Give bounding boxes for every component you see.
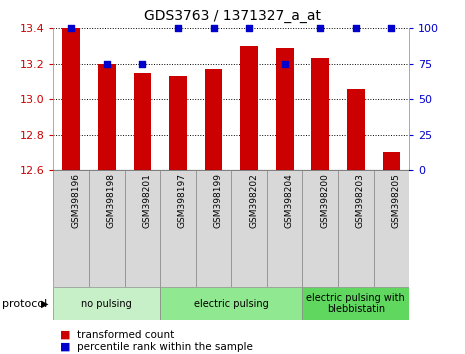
Bar [89,170,125,287]
Bar [53,170,89,287]
Text: ■: ■ [60,342,71,352]
Text: protocol: protocol [2,298,47,309]
Bar [133,73,151,354]
Bar [383,152,400,354]
Bar [98,64,116,354]
Point [174,25,182,31]
Bar [205,69,222,354]
Text: ▶: ▶ [41,298,49,309]
Text: electric pulsing with
blebbistatin: electric pulsing with blebbistatin [306,293,405,314]
Bar [169,76,187,354]
Bar [303,287,409,320]
Point [317,25,324,31]
Point [67,25,75,31]
Bar [347,88,365,354]
Point [352,25,359,31]
Text: transformed count: transformed count [77,330,174,339]
Bar [276,48,293,354]
Text: GSM398202: GSM398202 [249,173,258,228]
Text: GSM398199: GSM398199 [213,173,223,228]
Text: GSM398201: GSM398201 [142,173,152,228]
Bar [312,58,329,354]
Bar [160,170,196,287]
Text: GSM398198: GSM398198 [107,173,116,228]
Bar [232,170,267,287]
Text: GSM398196: GSM398196 [71,173,80,228]
Bar [267,170,303,287]
Text: electric pulsing: electric pulsing [194,298,269,309]
Point [246,25,253,31]
Point [388,25,395,31]
Text: percentile rank within the sample: percentile rank within the sample [77,342,252,352]
Bar [160,287,303,320]
Text: GSM398205: GSM398205 [392,173,400,228]
Bar [240,46,258,354]
Text: GSM398197: GSM398197 [178,173,187,228]
Text: no pulsing: no pulsing [81,298,132,309]
Text: GSM398200: GSM398200 [320,173,329,228]
Text: ■: ■ [60,330,71,339]
Point [139,61,146,67]
Bar [53,287,160,320]
Text: GSM398204: GSM398204 [285,173,294,228]
Bar [62,28,80,354]
Point [281,61,288,67]
Bar [196,170,232,287]
Bar [338,170,374,287]
Bar [303,170,338,287]
Point [103,61,111,67]
Text: GSM398203: GSM398203 [356,173,365,228]
Bar [374,170,409,287]
Bar [125,170,160,287]
Text: GDS3763 / 1371327_a_at: GDS3763 / 1371327_a_at [144,9,321,23]
Point [210,25,217,31]
